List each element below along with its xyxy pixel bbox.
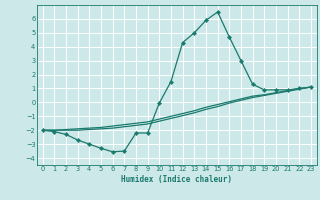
X-axis label: Humidex (Indice chaleur): Humidex (Indice chaleur) (121, 175, 232, 184)
